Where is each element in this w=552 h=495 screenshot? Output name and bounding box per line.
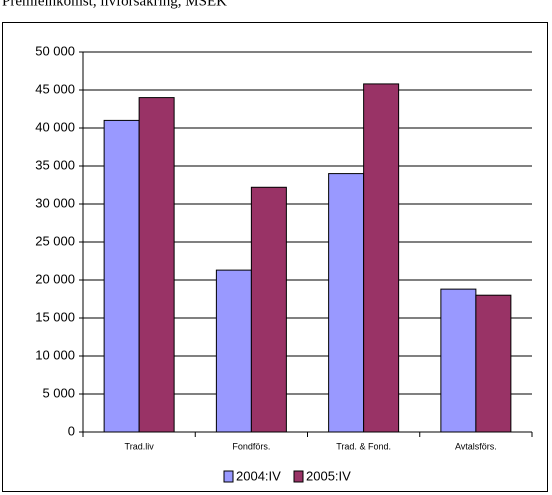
- legend-swatch: [223, 470, 234, 483]
- bar: [138, 97, 175, 433]
- bar: [475, 294, 512, 433]
- bar: [363, 83, 400, 433]
- bar: [328, 173, 365, 433]
- bar: [215, 269, 252, 433]
- legend-swatch: [293, 470, 304, 483]
- y-tick-label: 50 000: [35, 43, 75, 58]
- bar: [103, 119, 140, 433]
- bar: [440, 288, 477, 433]
- y-tick-label: 5 000: [42, 385, 75, 400]
- bar: [250, 186, 287, 433]
- y-tick-label: 40 000: [35, 119, 75, 134]
- y-tick-label: 20 000: [35, 271, 75, 286]
- y-tick-label: 25 000: [35, 233, 75, 248]
- y-tick-label: 45 000: [35, 81, 75, 96]
- y-tick-label: 0: [68, 423, 75, 438]
- chart-title: Premieinkomst, livförsäkring, MSEK: [2, 0, 227, 9]
- y-tick-label: 35 000: [35, 157, 75, 172]
- x-tick-label: Trad.liv: [125, 441, 155, 451]
- legend-label: 2005:IV: [306, 468, 351, 483]
- x-tick-label: Trad. & Fond.: [336, 441, 391, 451]
- legend-label: 2004:IV: [236, 468, 281, 483]
- y-tick-label: 10 000: [35, 347, 75, 362]
- chart-frame: [2, 22, 548, 492]
- y-tick-label: 15 000: [35, 309, 75, 324]
- x-tick-label: Avtalsförs.: [455, 441, 497, 451]
- x-tick-label: Fondförs.: [232, 441, 270, 451]
- y-tick-label: 30 000: [35, 195, 75, 210]
